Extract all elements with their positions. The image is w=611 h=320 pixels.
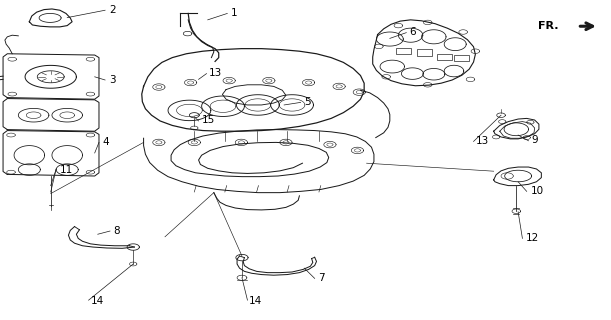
- Bar: [417, 49, 432, 56]
- Text: 7: 7: [318, 273, 324, 284]
- Text: 11: 11: [60, 164, 73, 175]
- Text: 5: 5: [304, 97, 311, 108]
- Text: 6: 6: [409, 27, 416, 37]
- Text: 1: 1: [231, 8, 238, 18]
- Text: FR.: FR.: [538, 20, 558, 31]
- Bar: [396, 48, 411, 54]
- Bar: [437, 54, 452, 60]
- Text: 10: 10: [530, 186, 543, 196]
- Bar: [454, 55, 469, 61]
- Text: 9: 9: [532, 135, 538, 145]
- Text: 13: 13: [209, 68, 222, 78]
- Text: 4: 4: [103, 137, 109, 148]
- Text: 12: 12: [525, 233, 539, 244]
- Text: 14: 14: [249, 296, 263, 307]
- Text: 2: 2: [109, 4, 115, 15]
- Text: 3: 3: [109, 75, 115, 85]
- Text: 8: 8: [113, 226, 120, 236]
- Text: 14: 14: [90, 296, 104, 307]
- Text: 15: 15: [202, 115, 215, 125]
- Text: 13: 13: [475, 136, 489, 146]
